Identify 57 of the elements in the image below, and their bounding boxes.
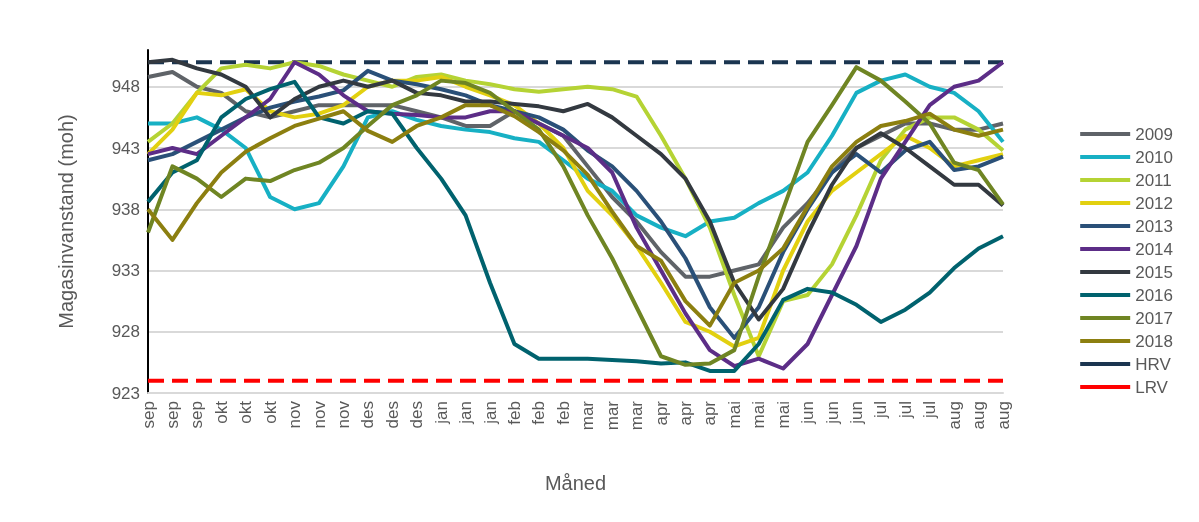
x-tick-label: jul <box>920 401 940 420</box>
x-tick-label: sep <box>187 401 207 429</box>
y-tick-label: 928 <box>111 322 140 342</box>
legend-label: 2018 <box>1135 331 1174 351</box>
x-tick-label: mai <box>773 401 793 429</box>
x-tick-label: nov <box>285 400 305 429</box>
x-tick-label: jan <box>480 401 500 425</box>
x-tick-label: okt <box>236 400 256 424</box>
legend-label: HRV <box>1135 354 1172 374</box>
y-tick-label: 923 <box>111 383 140 403</box>
x-tick-label: jun <box>798 401 818 425</box>
x-tick-label: apr <box>675 400 695 426</box>
x-tick-label: okt <box>260 400 280 424</box>
x-axis-title: Måned <box>544 472 607 494</box>
x-tick-label: jul <box>895 401 915 420</box>
x-tick-label: mai <box>724 401 744 429</box>
x-tick-label: jul <box>871 401 891 420</box>
x-tick-label: aug <box>944 401 964 430</box>
y-tick-label: 933 <box>111 261 140 280</box>
legend-label: 2016 <box>1135 285 1174 305</box>
x-tick-label: des <box>407 401 427 429</box>
x-tick-label: aug <box>969 401 989 430</box>
x-tick-label: nov <box>333 400 353 429</box>
x-tick-label: feb <box>504 401 524 425</box>
x-tick-label: mar <box>602 400 622 431</box>
x-tick-label: jan <box>431 401 451 425</box>
x-tick-label: apr <box>700 400 720 426</box>
x-tick-label: okt <box>211 400 231 424</box>
legend-label: 2013 <box>1135 216 1174 236</box>
x-tick-label: mar <box>578 400 598 431</box>
y-tick-label: 943 <box>111 138 140 158</box>
x-tick-label: mar <box>627 400 647 431</box>
x-tick-label: jun <box>846 401 866 425</box>
x-tick-label: feb <box>529 401 549 425</box>
x-tick-label: jan <box>456 401 476 425</box>
legend-label: 2015 <box>1135 262 1174 282</box>
x-tick-label: apr <box>651 400 671 426</box>
y-tick-label: 948 <box>111 77 140 97</box>
legend-label: LRV <box>1135 377 1169 397</box>
x-tick-label: jun <box>822 401 842 425</box>
legend-label: 2010 <box>1135 147 1174 167</box>
x-tick-label: feb <box>553 401 573 425</box>
legend-label: 2012 <box>1135 193 1174 213</box>
x-tick-label: mai <box>749 401 769 429</box>
legend-label: 2014 <box>1135 239 1174 259</box>
y-tick-label: 938 <box>111 199 140 219</box>
x-tick-label: sep <box>138 401 158 429</box>
x-tick-label: des <box>382 401 402 429</box>
y-axis-title: Magasinvanstand (moh) <box>55 114 77 329</box>
x-tick-label: sep <box>162 401 182 429</box>
x-tick-label: nov <box>309 400 329 429</box>
legend-label: 2017 <box>1135 308 1174 328</box>
x-tick-label: des <box>358 401 378 429</box>
legend-label: 2011 <box>1135 170 1172 190</box>
legend-label: 2009 <box>1135 124 1174 144</box>
line-series <box>146 103 1005 328</box>
x-tick-label: aug <box>993 401 1013 430</box>
